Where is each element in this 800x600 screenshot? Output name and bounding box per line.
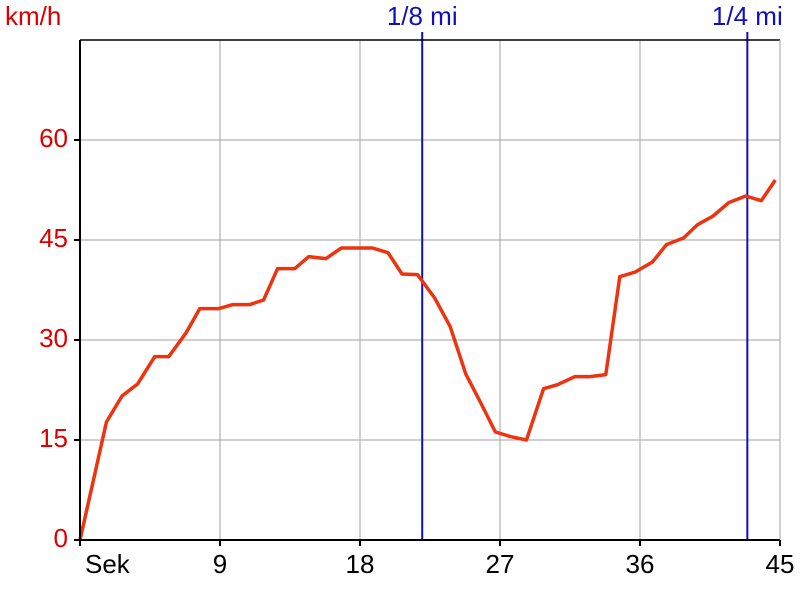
x-tick-label: 27 (486, 549, 515, 579)
distance-marker-label: 1/4 mi (712, 1, 783, 31)
x-tick-label: 18 (346, 549, 375, 579)
x-tick-label: 45 (766, 549, 795, 579)
y-tick-label: 15 (39, 423, 68, 453)
distance-marker-label: 1/8 mi (387, 1, 458, 31)
speed-line (78, 179, 777, 541)
y-tick-label: 0 (54, 523, 68, 553)
x-tick-label: Sek (85, 549, 131, 579)
y-tick-label: 30 (39, 323, 68, 353)
y-tick-label: 45 (39, 223, 68, 253)
x-tick-label: 9 (213, 549, 227, 579)
x-tick-label: 36 (626, 549, 655, 579)
y-axis-label: km/h (5, 1, 61, 31)
y-tick-label: 60 (39, 123, 68, 153)
plot (78, 32, 777, 541)
grid (80, 40, 780, 540)
